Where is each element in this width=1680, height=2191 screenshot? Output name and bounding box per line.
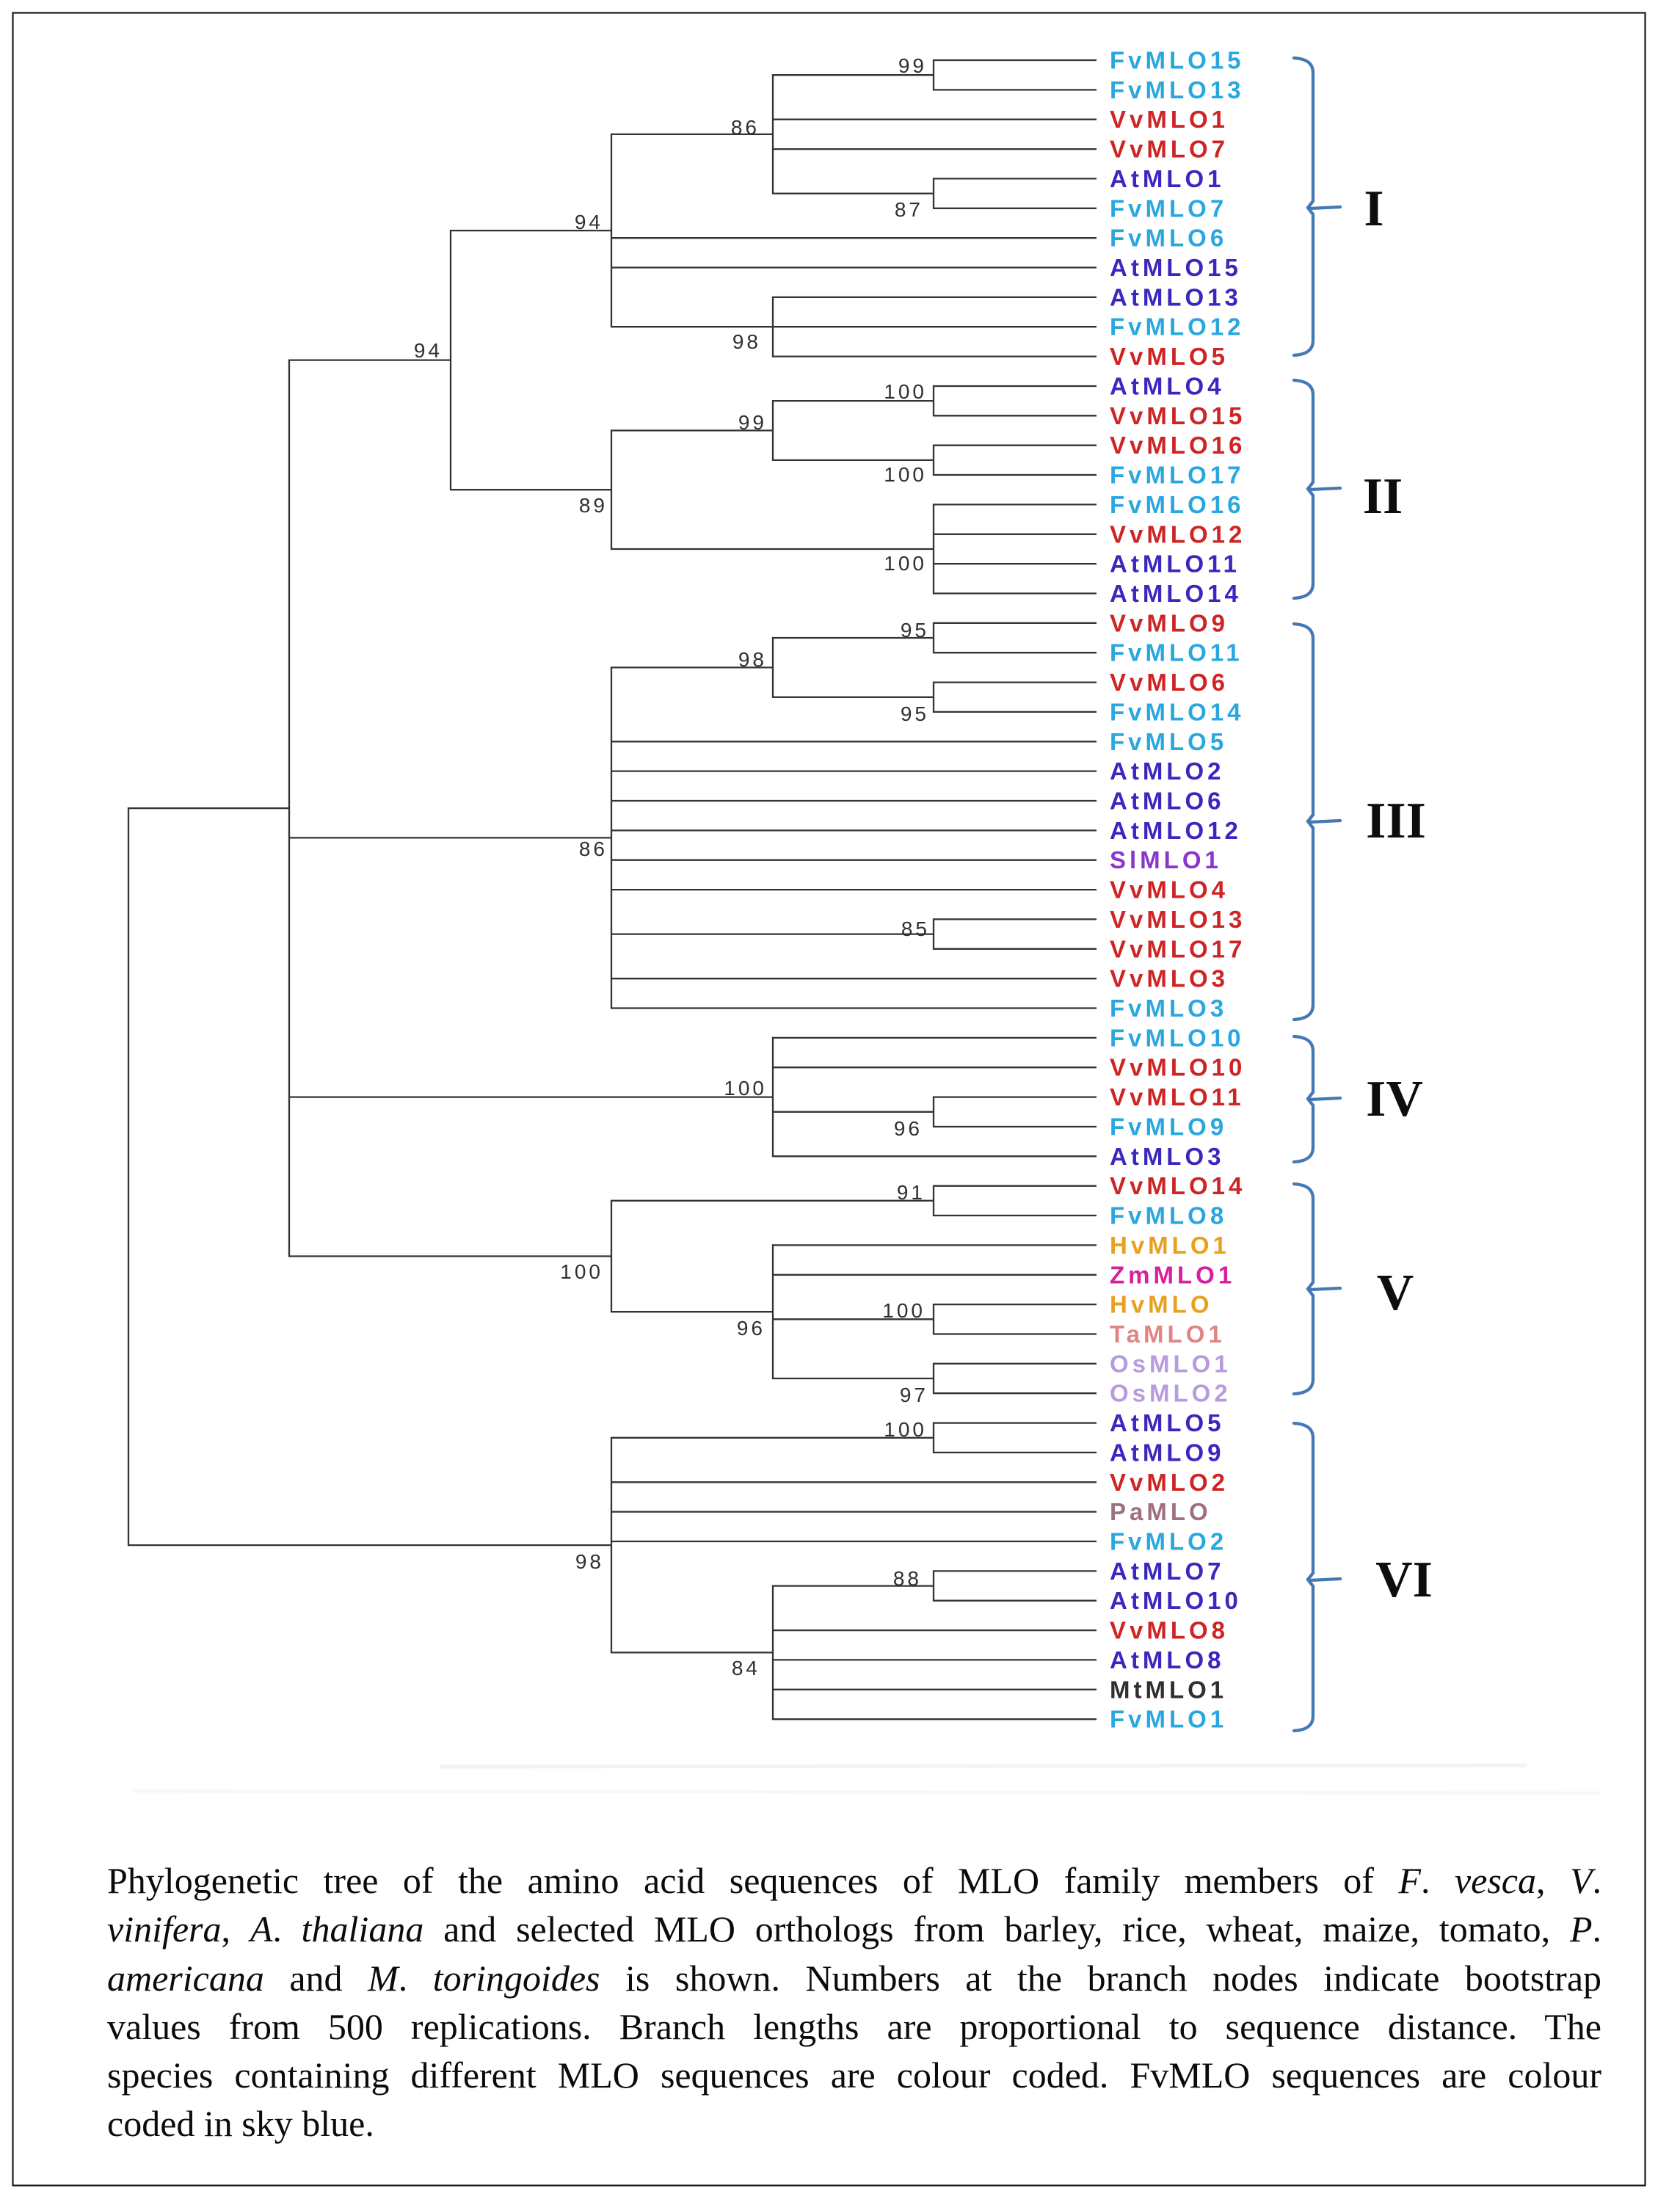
svg-text:97: 97: [900, 1384, 928, 1406]
svg-text:96: 96: [894, 1117, 923, 1140]
svg-text:88: 88: [893, 1567, 922, 1590]
svg-text:96: 96: [737, 1317, 766, 1340]
svg-text:99: 99: [898, 54, 927, 77]
svg-text:94: 94: [414, 339, 443, 362]
svg-text:HvMLO: HvMLO: [1110, 1291, 1213, 1318]
svg-text:VvMLO8: VvMLO8: [1110, 1617, 1229, 1644]
svg-text:AtMLO10: AtMLO10: [1110, 1587, 1242, 1614]
svg-text:III: III: [1366, 793, 1426, 849]
svg-text:95: 95: [901, 619, 929, 642]
svg-text:VvMLO10: VvMLO10: [1110, 1054, 1246, 1081]
svg-text:94: 94: [575, 211, 603, 233]
svg-text:100: 100: [724, 1077, 767, 1100]
svg-text:95: 95: [901, 702, 929, 725]
svg-text:AtMLO5: AtMLO5: [1110, 1409, 1225, 1436]
svg-text:MtMLO1: MtMLO1: [1110, 1676, 1227, 1703]
svg-text:AtMLO12: AtMLO12: [1110, 817, 1242, 844]
svg-text:VvMLO1: VvMLO1: [1110, 106, 1229, 133]
svg-text:AtMLO7: AtMLO7: [1110, 1558, 1225, 1585]
svg-text:OsMLO1: OsMLO1: [1110, 1350, 1232, 1377]
svg-text:IV: IV: [1366, 1071, 1423, 1127]
svg-text:AtMLO9: AtMLO9: [1110, 1439, 1225, 1466]
svg-text:84: 84: [732, 1657, 760, 1679]
svg-text:VvMLO15: VvMLO15: [1110, 402, 1246, 429]
svg-text:HvMLO1: HvMLO1: [1110, 1232, 1230, 1259]
svg-text:86: 86: [731, 116, 760, 139]
svg-text:VvMLO9: VvMLO9: [1110, 609, 1229, 636]
svg-text:FvMLO14: FvMLO14: [1110, 698, 1245, 725]
svg-text:VvMLO17: VvMLO17: [1110, 935, 1246, 962]
svg-text:FvMLO2: FvMLO2: [1110, 1528, 1227, 1555]
svg-text:100: 100: [560, 1260, 603, 1283]
svg-text:AtMLO11: AtMLO11: [1110, 551, 1240, 578]
svg-text:AtMLO14: AtMLO14: [1110, 580, 1242, 607]
svg-text:100: 100: [882, 1299, 926, 1322]
svg-text:II: II: [1363, 468, 1403, 525]
svg-text:FvMLO9: FvMLO9: [1110, 1113, 1227, 1141]
svg-text:VvMLO3: VvMLO3: [1110, 965, 1229, 992]
svg-text:FvMLO6: FvMLO6: [1110, 225, 1227, 252]
svg-text:VvMLO6: VvMLO6: [1110, 669, 1229, 696]
svg-text:I: I: [1364, 181, 1383, 237]
svg-text:98: 98: [738, 648, 767, 671]
svg-text:AtMLO1: AtMLO1: [1110, 165, 1225, 192]
svg-text:VvMLO16: VvMLO16: [1110, 432, 1246, 459]
svg-text:VvMLO2: VvMLO2: [1110, 1469, 1229, 1496]
svg-text:FvMLO15: FvMLO15: [1110, 47, 1245, 74]
svg-text:89: 89: [579, 494, 608, 517]
svg-text:AtMLO2: AtMLO2: [1110, 757, 1225, 785]
svg-text:100: 100: [884, 463, 927, 486]
svg-text:AtMLO8: AtMLO8: [1110, 1646, 1225, 1674]
svg-text:AtMLO15: AtMLO15: [1110, 254, 1242, 281]
svg-text:AtMLO6: AtMLO6: [1110, 788, 1225, 815]
svg-text:VvMLO13: VvMLO13: [1110, 906, 1246, 933]
svg-text:FvMLO17: FvMLO17: [1110, 462, 1245, 489]
svg-text:98: 98: [575, 1550, 604, 1573]
svg-text:100: 100: [884, 552, 927, 575]
svg-text:VvMLO12: VvMLO12: [1110, 520, 1246, 548]
svg-text:FvMLO10: FvMLO10: [1110, 1024, 1245, 1051]
svg-text:VvMLO7: VvMLO7: [1110, 136, 1229, 163]
svg-text:VvMLO14: VvMLO14: [1110, 1172, 1246, 1199]
svg-text:VvMLO11: VvMLO11: [1110, 1083, 1245, 1111]
svg-text:FvMLO13: FvMLO13: [1110, 76, 1245, 103]
svg-text:91: 91: [897, 1181, 926, 1204]
svg-text:FvMLO8: FvMLO8: [1110, 1202, 1227, 1229]
svg-text:AtMLO4: AtMLO4: [1110, 373, 1225, 400]
svg-text:VvMLO4: VvMLO4: [1110, 876, 1229, 904]
svg-text:100: 100: [884, 1418, 927, 1441]
svg-text:100: 100: [884, 380, 927, 403]
svg-text:FvMLO3: FvMLO3: [1110, 995, 1227, 1022]
svg-text:FvMLO16: FvMLO16: [1110, 491, 1245, 518]
svg-text:FvMLO5: FvMLO5: [1110, 728, 1227, 755]
svg-text:FvMLO7: FvMLO7: [1110, 195, 1227, 222]
svg-text:VI: VI: [1375, 1552, 1433, 1608]
svg-text:OsMLO2: OsMLO2: [1110, 1380, 1232, 1407]
svg-text:AtMLO13: AtMLO13: [1110, 283, 1242, 310]
svg-text:VvMLO5: VvMLO5: [1110, 343, 1229, 370]
svg-text:AtMLO3: AtMLO3: [1110, 1143, 1225, 1170]
svg-text:FvMLO1: FvMLO1: [1110, 1706, 1227, 1733]
svg-text:ZmMLO1: ZmMLO1: [1110, 1261, 1235, 1288]
svg-text:SlMLO1: SlMLO1: [1110, 846, 1222, 873]
svg-text:FvMLO12: FvMLO12: [1110, 313, 1245, 341]
svg-text:FvMLO11: FvMLO11: [1110, 639, 1243, 666]
svg-text:TaMLO1: TaMLO1: [1110, 1320, 1226, 1348]
svg-text:98: 98: [732, 330, 761, 353]
svg-text:PaMLO: PaMLO: [1110, 1498, 1212, 1525]
svg-text:V: V: [1377, 1265, 1414, 1321]
svg-text:99: 99: [738, 411, 767, 434]
svg-text:85: 85: [901, 918, 930, 940]
svg-text:86: 86: [579, 837, 608, 860]
svg-text:87: 87: [895, 198, 923, 221]
